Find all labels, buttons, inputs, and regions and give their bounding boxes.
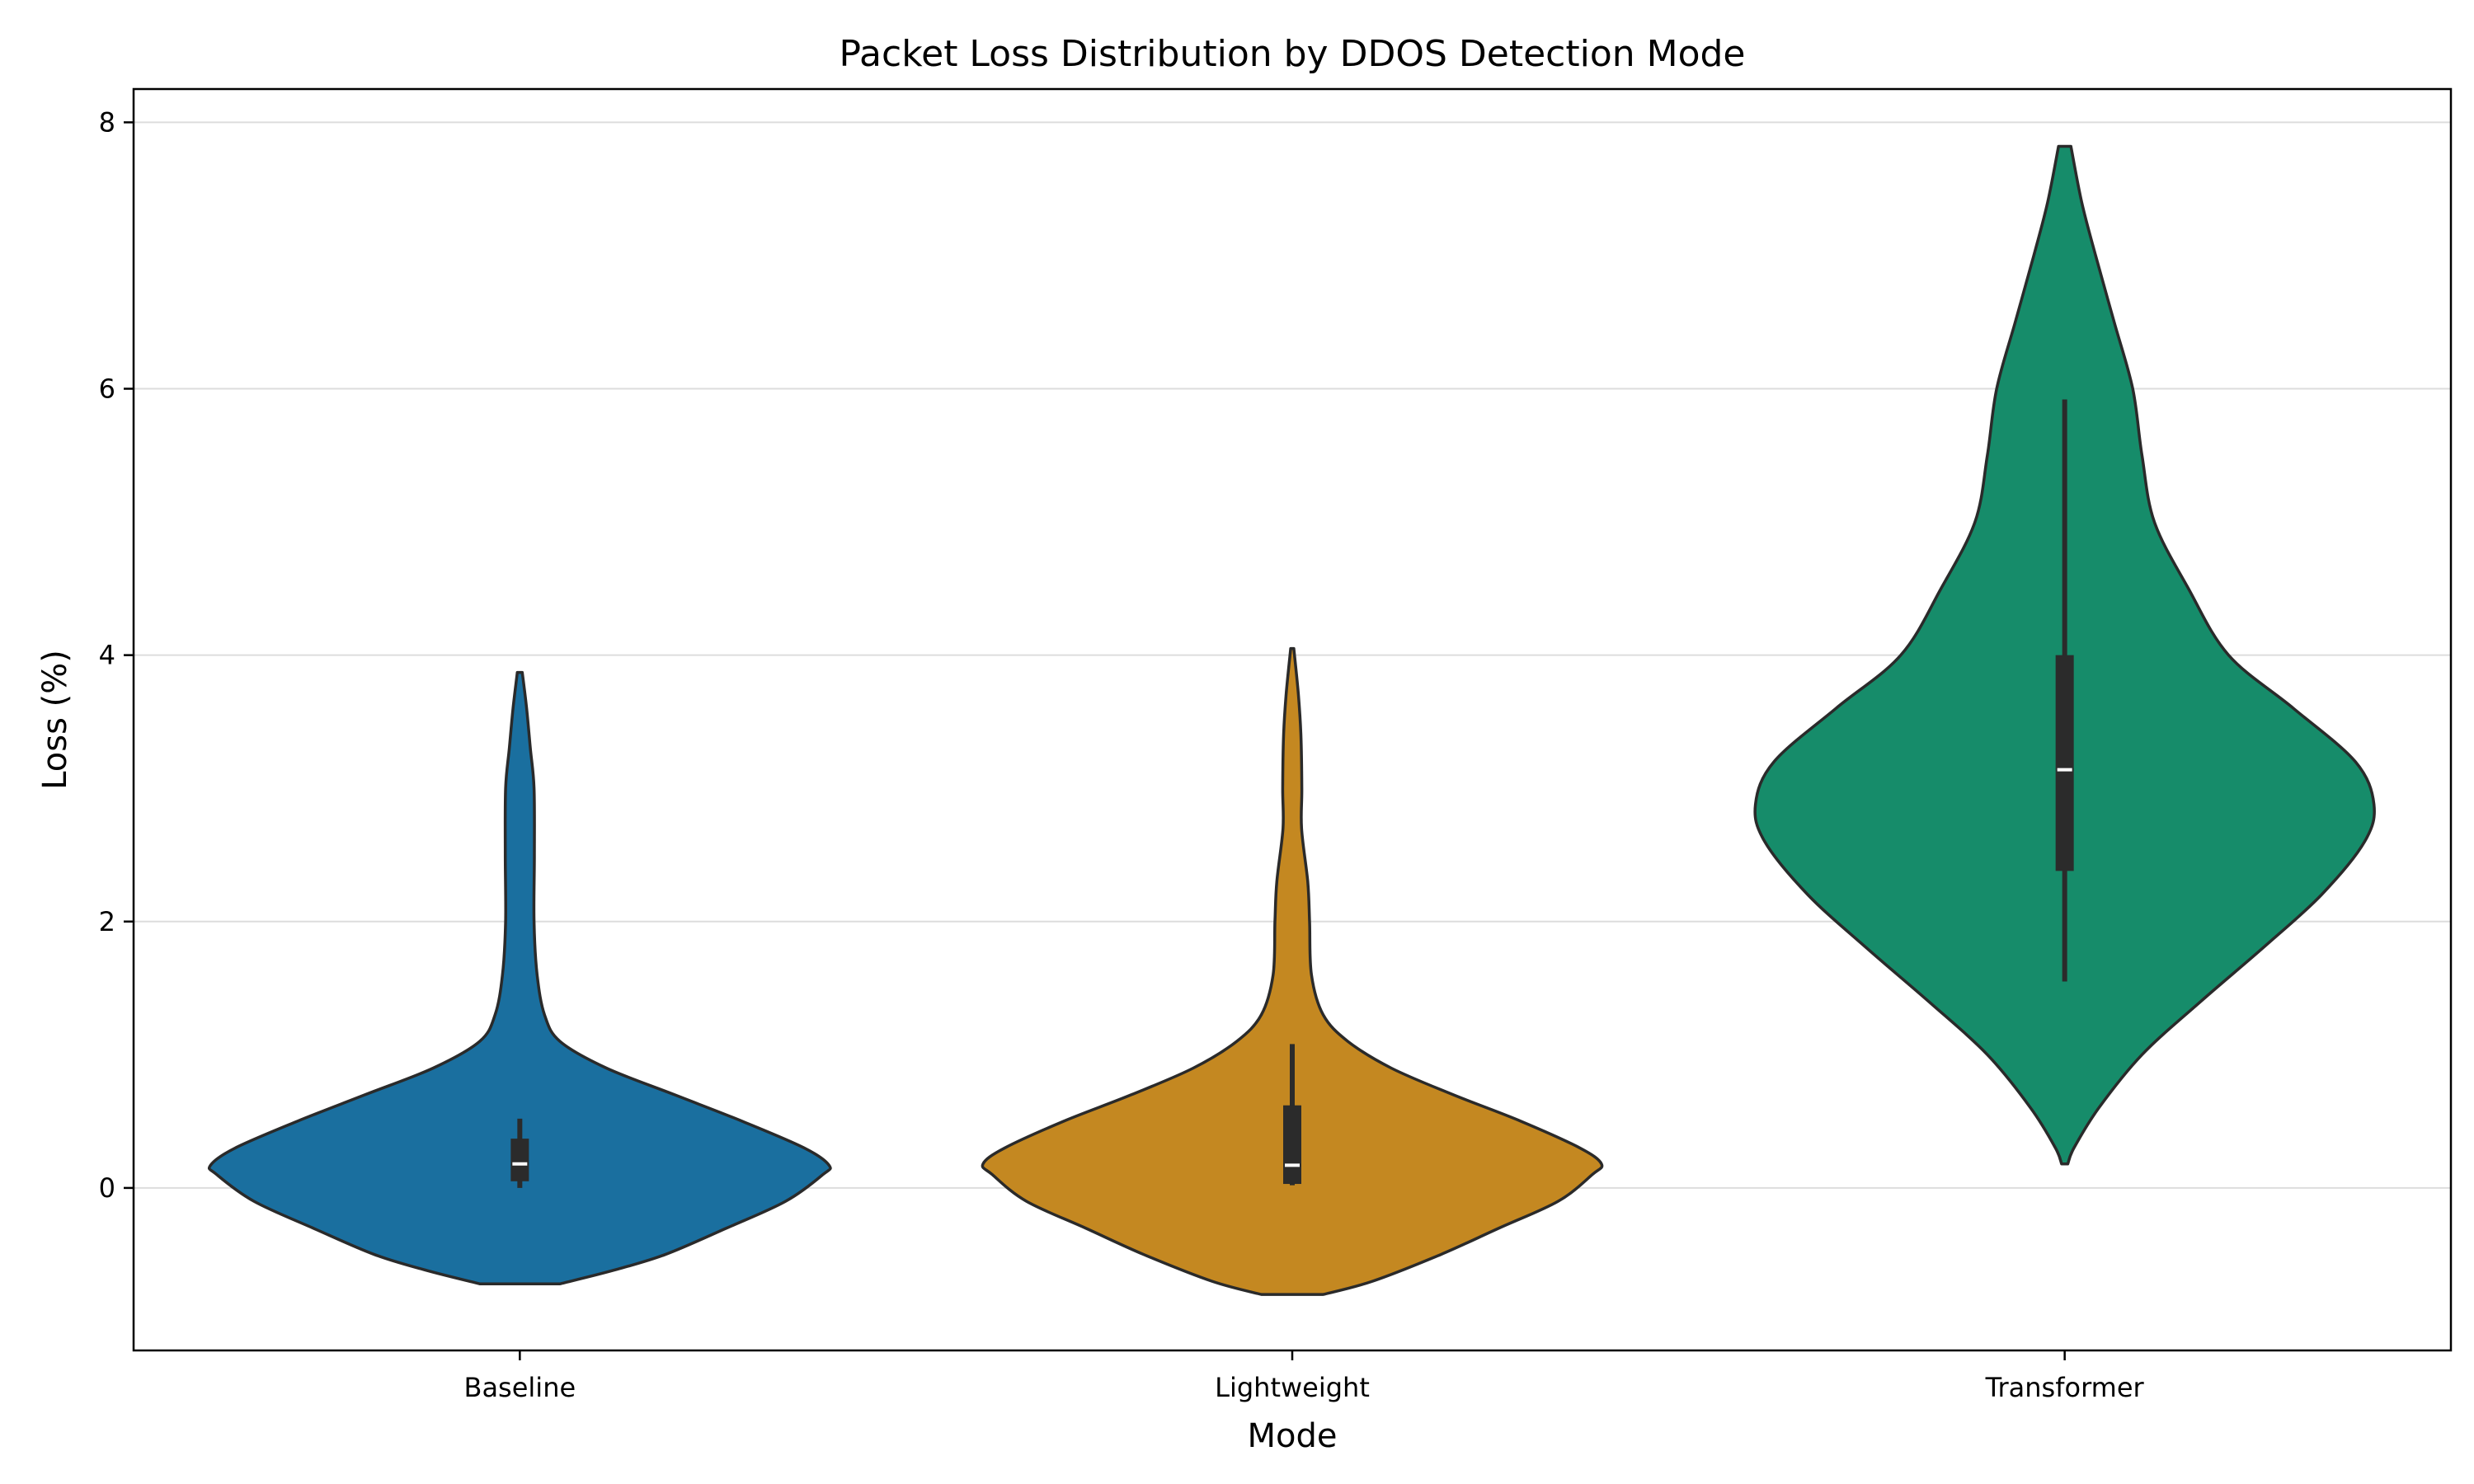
y-tick-label: 2 — [99, 906, 115, 937]
x-axis-label: Mode — [1248, 1417, 1338, 1455]
y-tick-label: 6 — [99, 373, 115, 405]
chart-title: Packet Loss Distribution by DDOS Detecti… — [840, 33, 1746, 75]
y-tick-label: 4 — [99, 640, 115, 671]
y-axis-label: Loss (%) — [36, 650, 74, 790]
iqr-box-transformer — [2055, 655, 2074, 871]
iqr-box-baseline — [510, 1139, 529, 1181]
x-tick-label: Baseline — [463, 1372, 576, 1403]
violin-baseline — [207, 670, 832, 1285]
iqr-box-lightweight — [1283, 1105, 1301, 1185]
x-tick-label: Lightweight — [1215, 1372, 1370, 1403]
violin-lightweight — [981, 646, 1604, 1296]
axes: 0 2 4 6 8 Baseline Lightweight Transformer — [99, 106, 2145, 1403]
x-tick-label: Transformer — [1985, 1372, 2145, 1403]
violins — [207, 144, 2376, 1296]
y-tick-label: 0 — [99, 1172, 115, 1204]
y-tick-label: 8 — [99, 106, 115, 138]
